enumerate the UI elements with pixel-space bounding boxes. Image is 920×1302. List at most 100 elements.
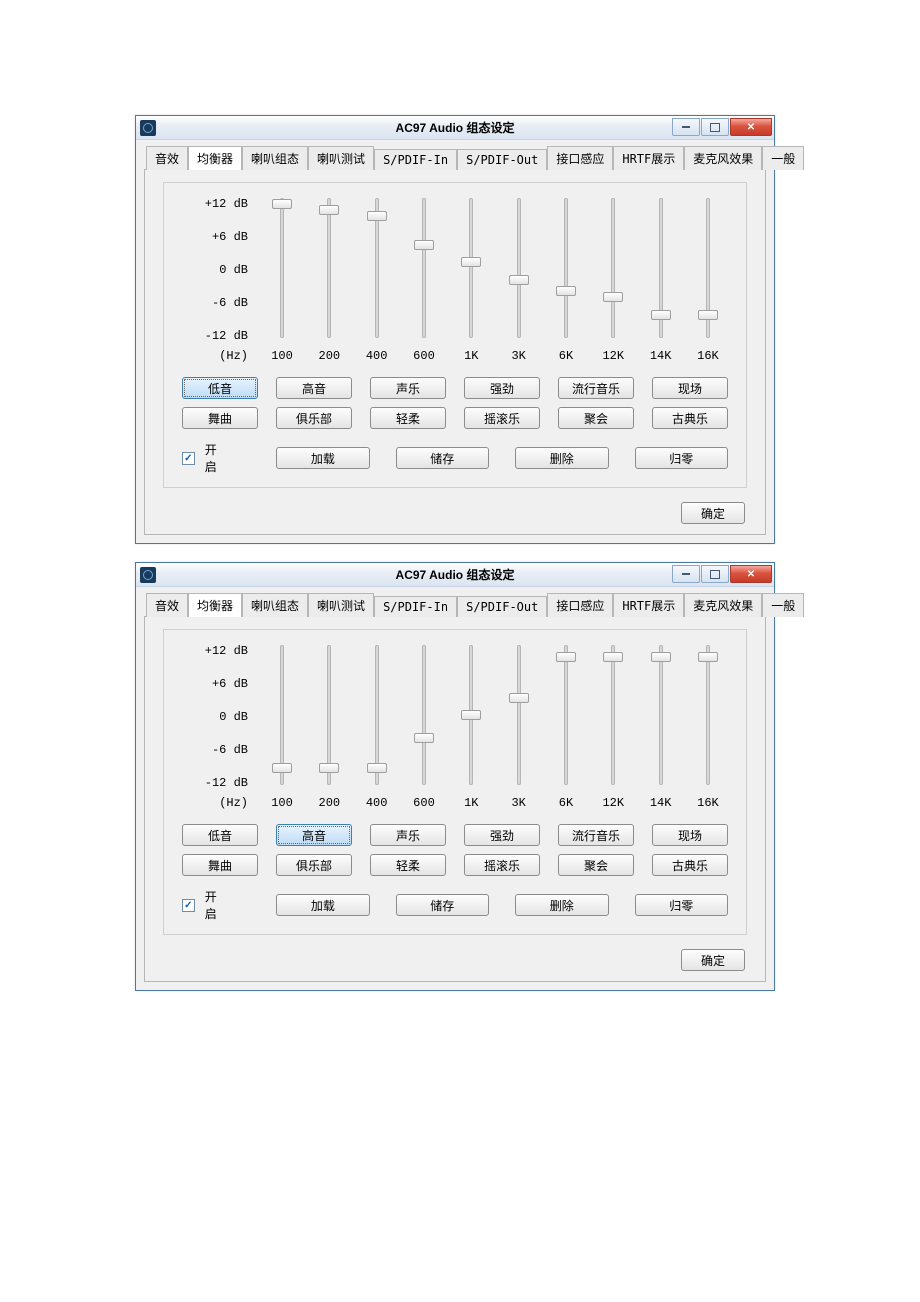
action-button[interactable]: 储存 (396, 447, 489, 469)
preset-button[interactable]: 低音 (182, 377, 258, 399)
preset-button[interactable]: 现场 (652, 377, 728, 399)
preset-button[interactable]: 摇滚乐 (464, 854, 540, 876)
eq-slider[interactable] (688, 193, 728, 343)
tab[interactable]: 喇叭组态 (242, 146, 308, 170)
ok-button[interactable]: 确定 (681, 949, 745, 971)
slider-thumb[interactable] (698, 652, 718, 662)
preset-button[interactable]: 流行音乐 (558, 377, 634, 399)
eq-slider[interactable] (262, 640, 302, 790)
preset-button[interactable]: 俱乐部 (276, 407, 352, 429)
preset-button[interactable]: 古典乐 (652, 407, 728, 429)
close-button[interactable] (730, 118, 772, 136)
preset-button[interactable]: 低音 (182, 824, 258, 846)
ok-button[interactable]: 确定 (681, 502, 745, 524)
preset-button[interactable]: 高音 (276, 824, 352, 846)
tab[interactable]: S/PDIF-Out (457, 596, 547, 617)
slider-thumb[interactable] (556, 286, 576, 296)
slider-thumb[interactable] (272, 199, 292, 209)
tab[interactable]: 喇叭组态 (242, 593, 308, 617)
enable-checkbox[interactable]: ✓ (182, 899, 195, 912)
slider-thumb[interactable] (319, 205, 339, 215)
preset-button[interactable]: 现场 (652, 824, 728, 846)
eq-slider[interactable] (593, 193, 633, 343)
action-button[interactable]: 储存 (396, 894, 489, 916)
eq-slider[interactable] (262, 193, 302, 343)
tab[interactable]: S/PDIF-In (374, 149, 457, 170)
slider-thumb[interactable] (367, 211, 387, 221)
slider-thumb[interactable] (698, 310, 718, 320)
preset-button[interactable]: 舞曲 (182, 407, 258, 429)
close-button[interactable] (730, 565, 772, 583)
slider-thumb[interactable] (414, 733, 434, 743)
tab[interactable]: 一般 (762, 146, 804, 170)
preset-button[interactable]: 舞曲 (182, 854, 258, 876)
eq-slider[interactable] (688, 640, 728, 790)
eq-slider[interactable] (404, 193, 444, 343)
tab[interactable]: HRTF展示 (613, 593, 684, 617)
eq-slider[interactable] (309, 193, 349, 343)
tab[interactable]: 均衡器 (188, 593, 242, 617)
eq-slider[interactable] (451, 193, 491, 343)
slider-thumb[interactable] (509, 275, 529, 285)
action-button[interactable]: 加载 (276, 894, 369, 916)
slider-thumb[interactable] (461, 257, 481, 267)
eq-slider[interactable] (404, 640, 444, 790)
eq-slider[interactable] (641, 640, 681, 790)
slider-thumb[interactable] (556, 652, 576, 662)
slider-thumb[interactable] (461, 710, 481, 720)
eq-slider[interactable] (593, 640, 633, 790)
preset-button[interactable]: 强劲 (464, 824, 540, 846)
preset-button[interactable]: 摇滚乐 (464, 407, 540, 429)
slider-thumb[interactable] (414, 240, 434, 250)
eq-slider[interactable] (641, 193, 681, 343)
enable-checkbox[interactable]: ✓ (182, 452, 195, 465)
eq-slider[interactable] (499, 193, 539, 343)
slider-thumb[interactable] (319, 763, 339, 773)
action-button[interactable]: 归零 (635, 894, 728, 916)
slider-thumb[interactable] (367, 763, 387, 773)
preset-button[interactable]: 声乐 (370, 377, 446, 399)
tab[interactable]: 麦克风效果 (684, 593, 762, 617)
action-button[interactable]: 加载 (276, 447, 369, 469)
slider-thumb[interactable] (651, 310, 671, 320)
action-button[interactable]: 删除 (515, 894, 608, 916)
preset-button[interactable]: 聚会 (558, 407, 634, 429)
preset-button[interactable]: 古典乐 (652, 854, 728, 876)
preset-button[interactable]: 轻柔 (370, 854, 446, 876)
tab[interactable]: 均衡器 (188, 146, 242, 170)
preset-button[interactable]: 高音 (276, 377, 352, 399)
preset-button[interactable]: 声乐 (370, 824, 446, 846)
tab[interactable]: HRTF展示 (613, 146, 684, 170)
slider-thumb[interactable] (272, 763, 292, 773)
tab[interactable]: 喇叭测试 (308, 593, 374, 617)
eq-slider[interactable] (357, 193, 397, 343)
tab[interactable]: 一般 (762, 593, 804, 617)
tab[interactable]: 接口感应 (547, 146, 613, 170)
tab[interactable]: S/PDIF-Out (457, 149, 547, 170)
eq-slider[interactable] (357, 640, 397, 790)
slider-thumb[interactable] (651, 652, 671, 662)
eq-slider[interactable] (546, 193, 586, 343)
tab[interactable]: S/PDIF-In (374, 596, 457, 617)
tab[interactable]: 接口感应 (547, 593, 613, 617)
eq-slider[interactable] (451, 640, 491, 790)
preset-button[interactable]: 俱乐部 (276, 854, 352, 876)
tab[interactable]: 麦克风效果 (684, 146, 762, 170)
slider-thumb[interactable] (603, 652, 623, 662)
minimize-button[interactable] (672, 118, 700, 136)
tab[interactable]: 喇叭测试 (308, 146, 374, 170)
tab[interactable]: 音效 (146, 146, 188, 170)
tab[interactable]: 音效 (146, 593, 188, 617)
slider-thumb[interactable] (509, 693, 529, 703)
eq-slider[interactable] (499, 640, 539, 790)
preset-button[interactable]: 强劲 (464, 377, 540, 399)
maximize-button[interactable] (701, 565, 729, 583)
eq-slider[interactable] (546, 640, 586, 790)
minimize-button[interactable] (672, 565, 700, 583)
preset-button[interactable]: 聚会 (558, 854, 634, 876)
eq-slider[interactable] (309, 640, 349, 790)
maximize-button[interactable] (701, 118, 729, 136)
preset-button[interactable]: 轻柔 (370, 407, 446, 429)
action-button[interactable]: 删除 (515, 447, 608, 469)
slider-thumb[interactable] (603, 292, 623, 302)
